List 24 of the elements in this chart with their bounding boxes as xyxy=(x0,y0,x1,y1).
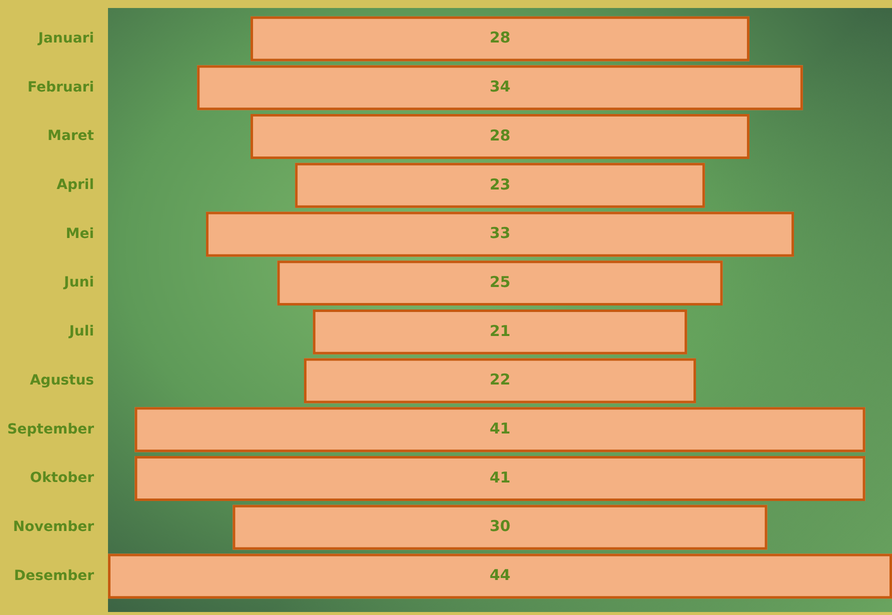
data-label: 25 xyxy=(490,272,510,291)
data-label: 33 xyxy=(490,224,510,242)
category-label: September xyxy=(7,421,94,438)
category-label: Februari xyxy=(27,79,94,96)
data-label: 28 xyxy=(490,28,510,47)
category-label: Juli xyxy=(68,324,94,340)
data-label: 41 xyxy=(490,420,510,438)
data-label: 22 xyxy=(490,370,510,389)
category-label: Mei xyxy=(66,226,94,242)
data-label: 44 xyxy=(490,566,510,584)
category-label: Maret xyxy=(48,128,94,144)
data-label: 41 xyxy=(490,468,510,486)
category-label: Oktober xyxy=(30,470,94,486)
data-label: 34 xyxy=(490,78,510,96)
data-label: 21 xyxy=(490,322,510,340)
data-label: 23 xyxy=(490,175,510,194)
category-label: Agustus xyxy=(30,372,94,388)
category-label: Januari xyxy=(37,30,94,46)
category-label: Desember xyxy=(14,568,94,584)
category-label: April xyxy=(56,177,94,194)
data-label: 28 xyxy=(490,126,510,144)
category-label: Juni xyxy=(63,274,94,291)
category-label: November xyxy=(13,518,94,535)
data-label: 30 xyxy=(490,517,510,536)
